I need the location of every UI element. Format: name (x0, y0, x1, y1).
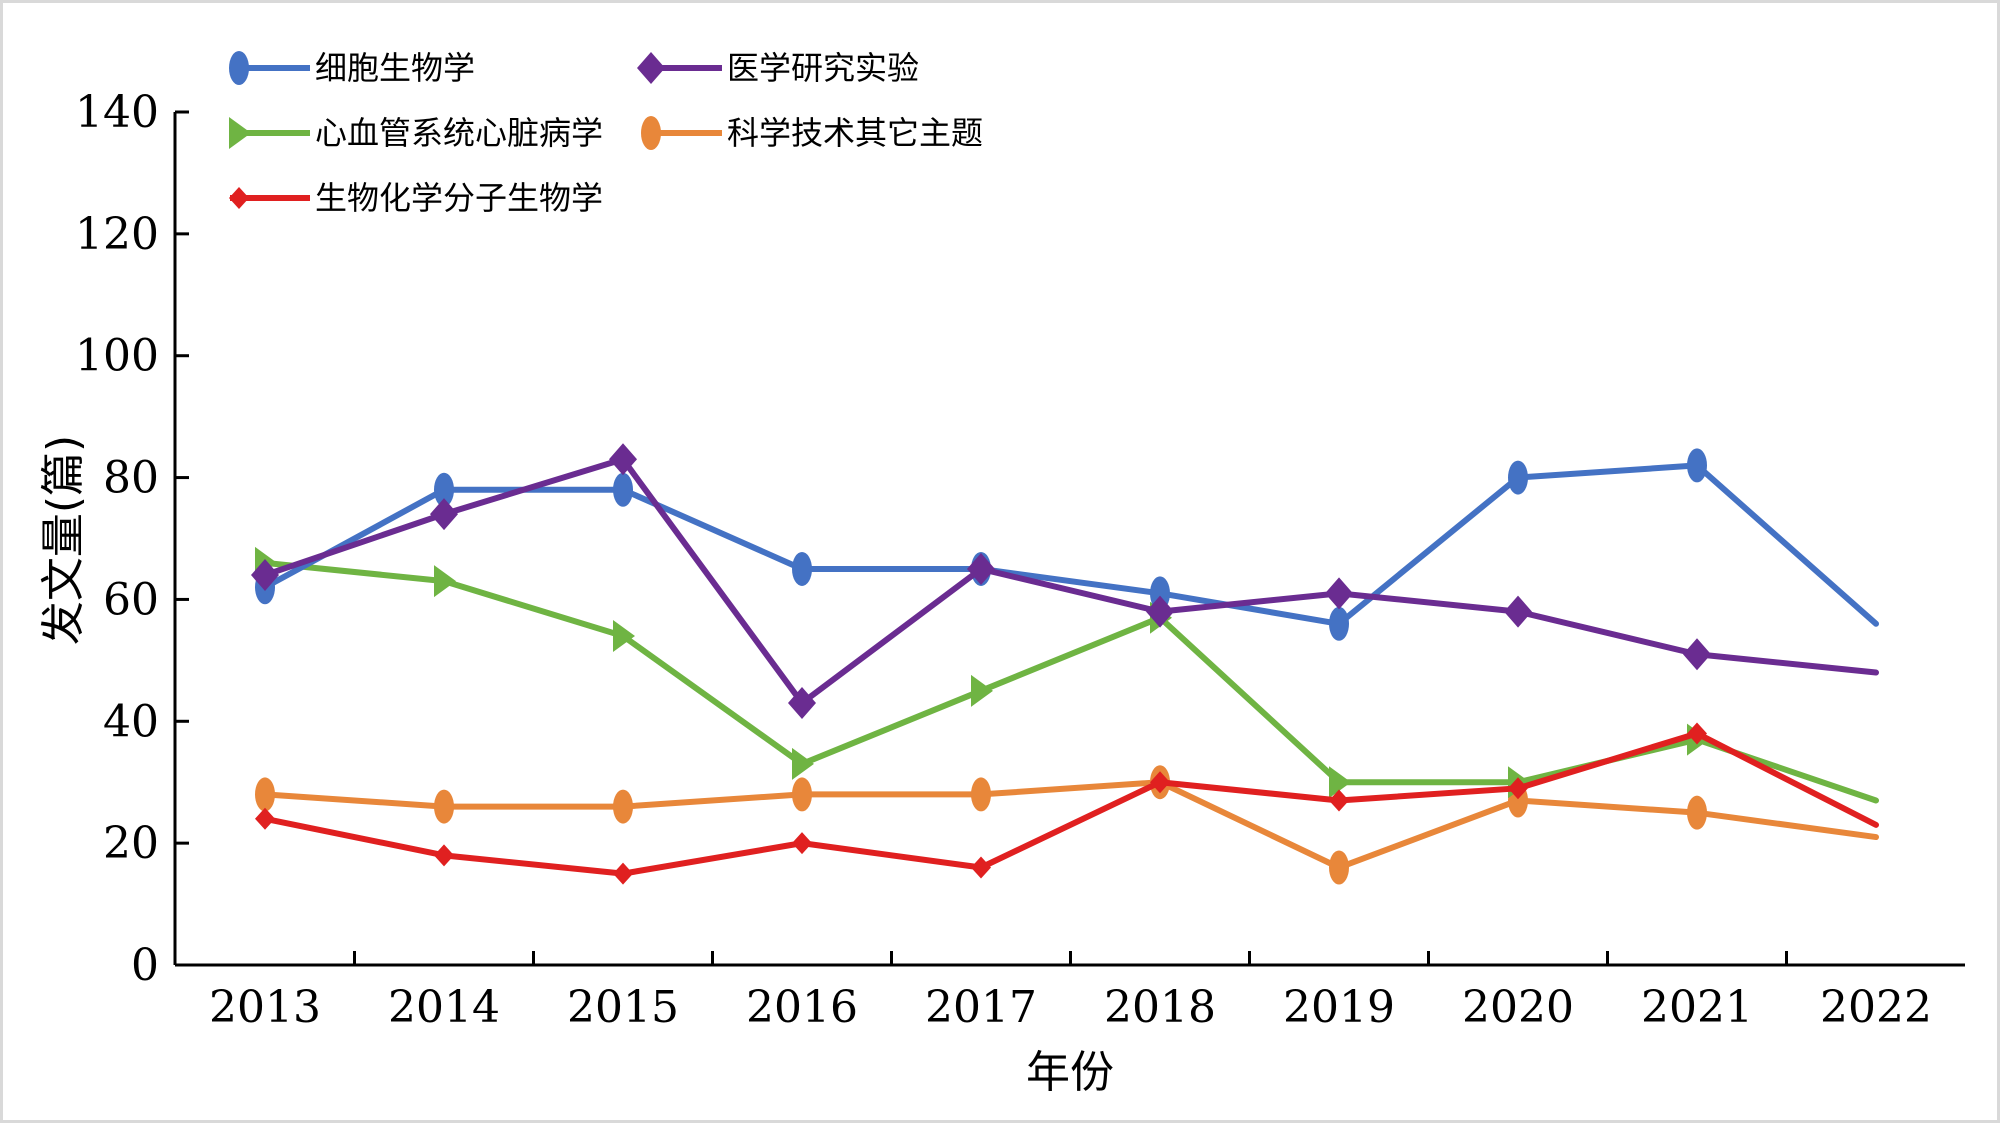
legend-marker (229, 187, 249, 209)
y-tick-label: 100 (75, 331, 159, 382)
x-axis-title: 年份 (1026, 1047, 1114, 1098)
data-point (255, 777, 275, 812)
series-layer (251, 443, 1879, 885)
y-tick-label: 80 (103, 453, 159, 504)
legend-item: 医学研究实验 (637, 49, 919, 87)
data-point (1150, 771, 1170, 794)
data-point (1504, 595, 1532, 628)
data-point (613, 862, 633, 885)
series-2 (251, 443, 1879, 720)
series-5 (255, 722, 1879, 885)
data-point (613, 472, 633, 507)
data-point (609, 443, 637, 476)
series-line (262, 456, 1879, 707)
data-point (788, 687, 816, 720)
data-point (434, 789, 454, 824)
legend-label: 科学技术其它主题 (727, 114, 983, 152)
y-tick-label: 40 (103, 696, 159, 747)
data-point (971, 856, 991, 879)
legend-label: 生物化学分子生物学 (315, 179, 603, 217)
data-point (430, 498, 458, 531)
data-point (792, 777, 812, 812)
y-tick-label: 60 (103, 574, 159, 625)
x-tick-label: 2017 (925, 982, 1037, 1033)
data-point (1325, 577, 1353, 610)
data-point (255, 807, 275, 830)
data-point (434, 472, 454, 507)
legend-label: 医学研究实验 (727, 49, 919, 87)
legend-marker (641, 116, 661, 150)
x-tick-label: 2015 (567, 982, 679, 1033)
series-line (262, 779, 1879, 871)
legend-item: 心血管系统心脏病学 (229, 114, 603, 152)
legend-item: 细胞生物学 (229, 49, 475, 87)
legend-item: 科学技术其它主题 (641, 114, 983, 152)
data-point (1687, 722, 1707, 745)
y-axis-title: 发文量(篇) (38, 435, 89, 645)
x-ticks: 2013 2014 2015 2016 2017 2018 2019 2020 2021 2022 (209, 951, 1932, 1033)
x-tick-label: 2014 (388, 982, 500, 1033)
legend-marker (637, 52, 665, 84)
data-point (613, 789, 633, 824)
series-3 (255, 546, 1879, 804)
x-tick-label: 2016 (746, 982, 858, 1033)
data-point (971, 777, 991, 812)
y-ticks: 0 20 40 60 80 100 120 140 (75, 87, 189, 991)
data-point (1687, 448, 1707, 483)
data-point (251, 559, 279, 592)
data-point (1687, 795, 1707, 830)
y-tick-label: 140 (75, 87, 159, 138)
legend-label: 心血管系统心脏病学 (315, 114, 603, 152)
legend-item: 生物化学分子生物学 (229, 179, 603, 217)
data-point (434, 844, 454, 867)
y-tick-label: 20 (103, 818, 159, 869)
data-point (967, 552, 995, 585)
data-point (1683, 638, 1711, 671)
data-point (792, 551, 812, 586)
series-line (262, 559, 1879, 804)
legend-marker (229, 117, 251, 149)
legend-marker (229, 51, 249, 85)
series-4 (255, 765, 1879, 885)
data-point (792, 832, 812, 855)
x-tick-label: 2021 (1641, 982, 1753, 1033)
x-tick-label: 2018 (1104, 982, 1216, 1033)
legend-label: 细胞生物学 (315, 49, 475, 87)
data-point (792, 747, 814, 780)
data-point (1329, 766, 1351, 799)
x-tick-label: 2020 (1462, 982, 1574, 1033)
data-point (1146, 595, 1174, 628)
data-point (1329, 850, 1349, 885)
y-tick-label: 120 (75, 209, 159, 260)
data-point (1329, 789, 1349, 812)
data-point (1508, 460, 1528, 495)
y-tick-label: 0 (131, 940, 159, 991)
data-point (1508, 777, 1528, 800)
data-point (613, 619, 635, 652)
series-line (262, 730, 1879, 877)
data-point (1329, 606, 1349, 641)
data-point (971, 674, 993, 707)
axes (173, 112, 1965, 967)
x-tick-label: 2019 (1283, 982, 1395, 1033)
x-tick-label: 2013 (209, 982, 321, 1033)
data-point (434, 565, 456, 598)
series-1 (255, 448, 1879, 641)
x-tick-label: 2022 (1820, 982, 1932, 1033)
